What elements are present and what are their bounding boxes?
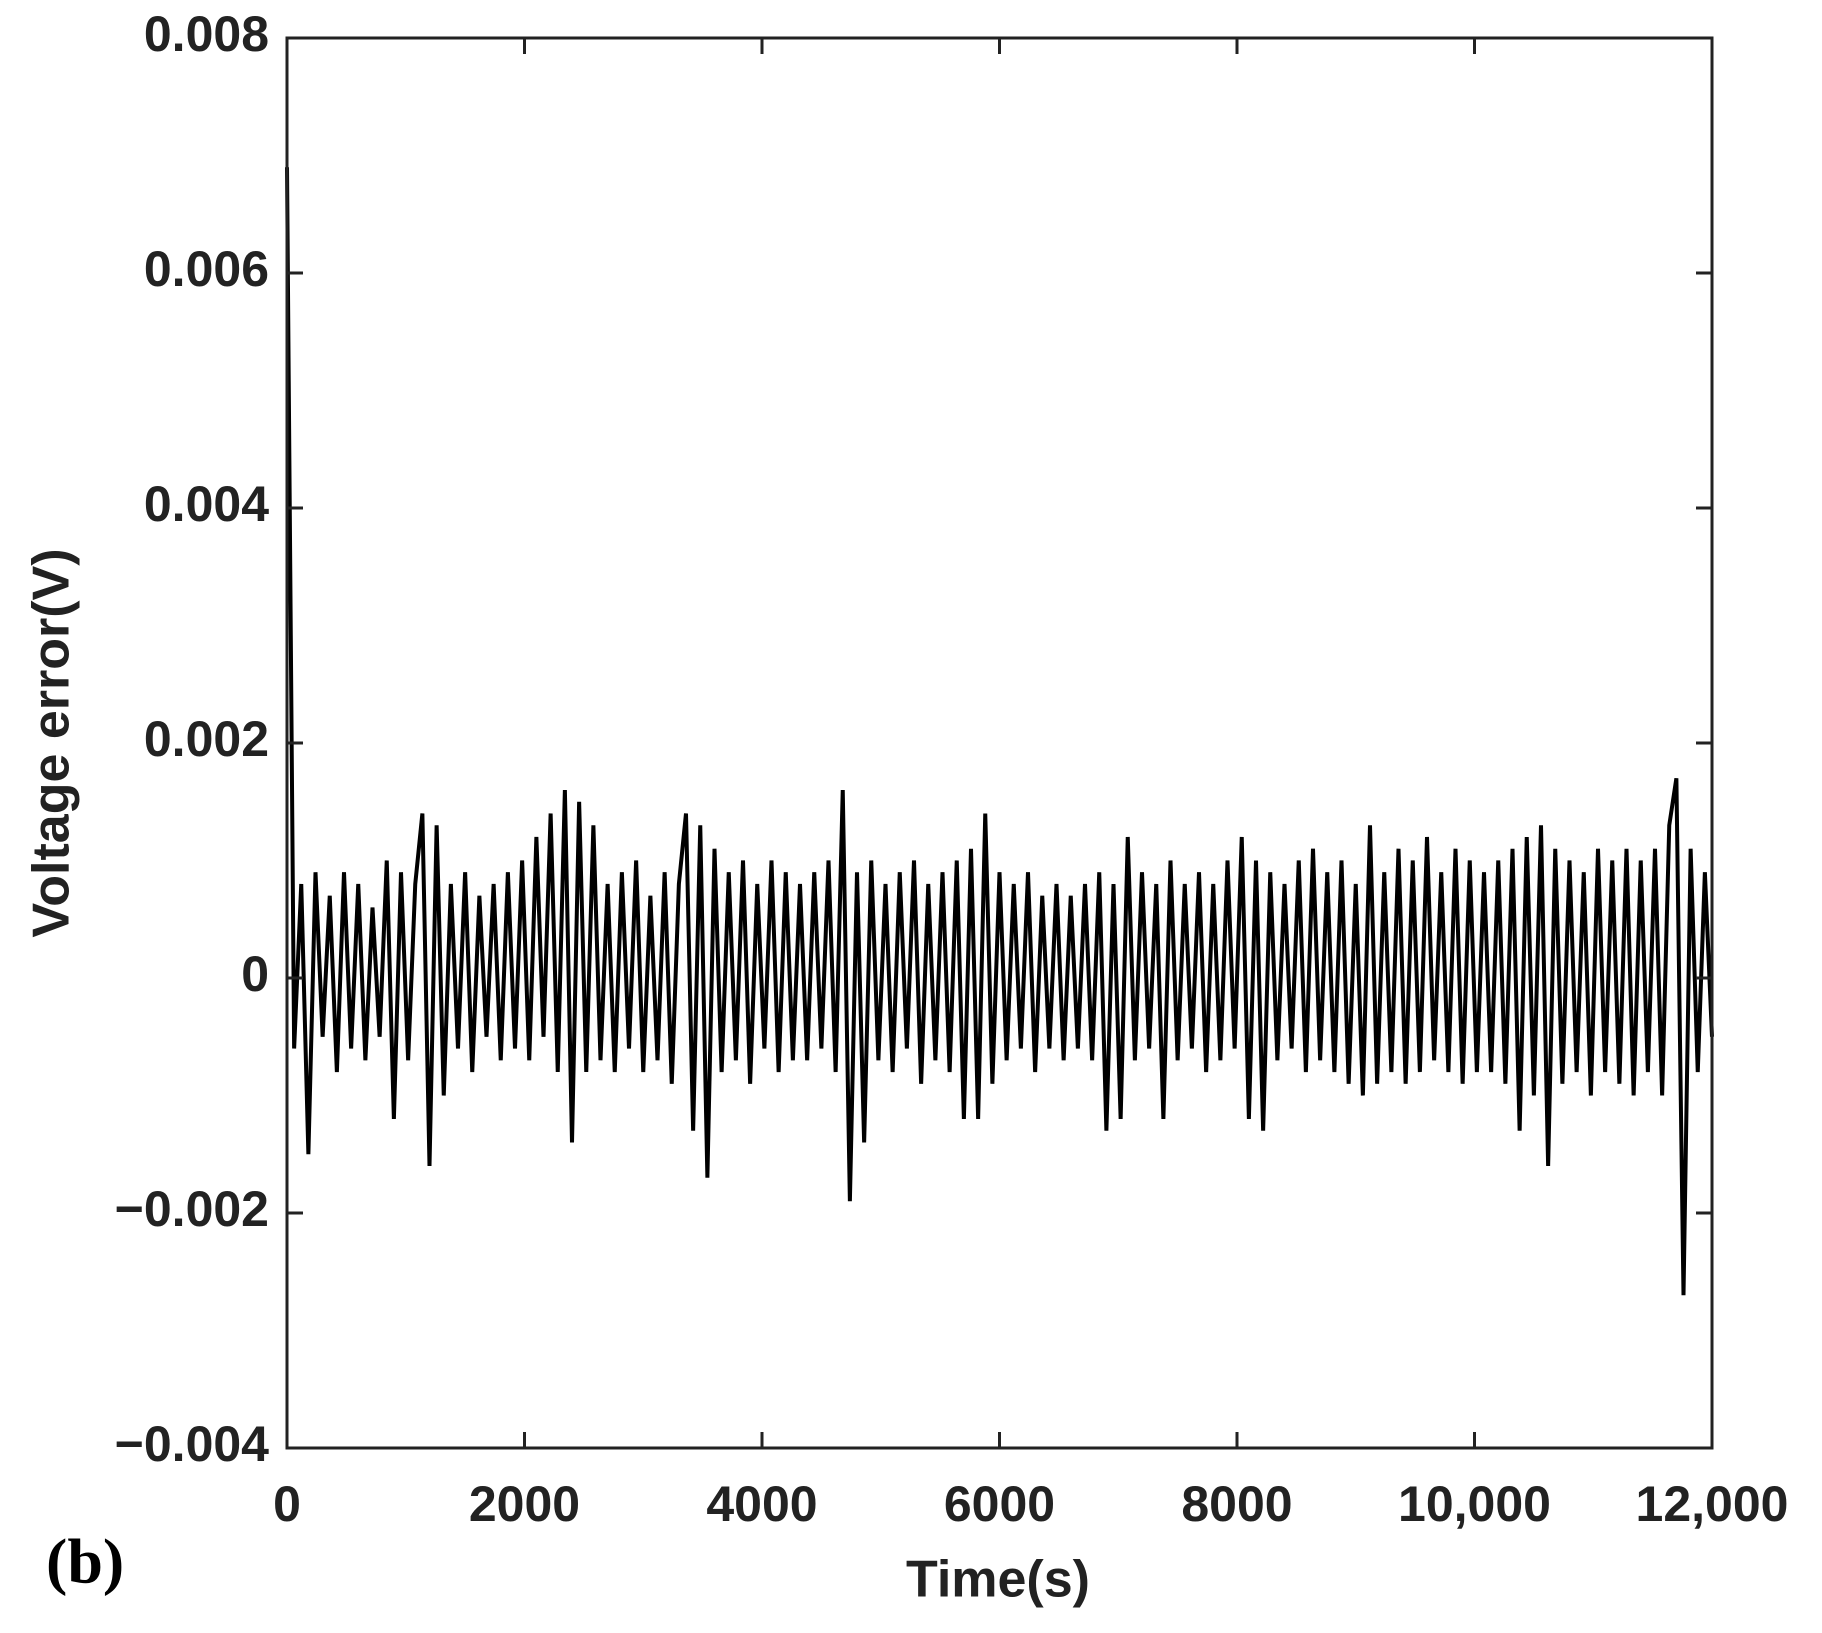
x-axis-label: Time(s): [906, 1551, 1090, 1609]
chart-title: (b): [46, 1526, 124, 1597]
y-tick-label: 0.004: [144, 476, 269, 532]
x-tick-label: 8000: [1181, 1476, 1292, 1532]
x-tick-label: 0: [273, 1476, 301, 1532]
x-tick-label: 4000: [706, 1476, 817, 1532]
y-tick-label: 0.002: [144, 711, 269, 767]
x-tick-label: 2000: [469, 1476, 580, 1532]
y-tick-label: 0.008: [144, 6, 269, 62]
y-tick-label: 0: [241, 946, 269, 1002]
y-axis-label: Voltage error(V): [23, 548, 81, 937]
y-tick-label: 0.006: [144, 241, 269, 297]
x-tick-label: 6000: [944, 1476, 1055, 1532]
plot-frame: [285, 36, 1714, 1450]
x-tick-label: 10,000: [1398, 1476, 1551, 1532]
y-tick-label: −0.002: [115, 1181, 269, 1237]
x-tick-label: 12,000: [1636, 1476, 1789, 1532]
data-line: [285, 167, 1714, 1296]
y-tick-label: −0.004: [115, 1416, 270, 1472]
